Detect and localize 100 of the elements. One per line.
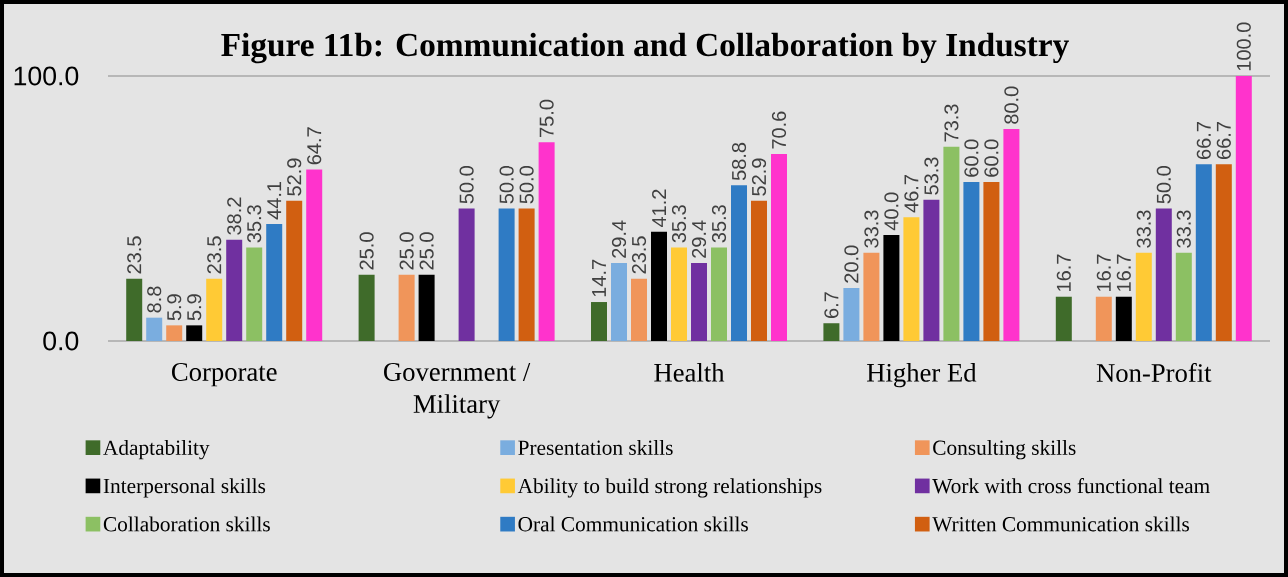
x-tick-label: Government / Military (384, 363, 531, 419)
data-label: 38.2 (227, 197, 242, 235)
data-label: 66.7 (1216, 122, 1231, 159)
data-label: 52.9 (287, 158, 302, 196)
data-label: 6.7 (824, 292, 839, 318)
bar (591, 302, 608, 341)
bar (923, 199, 940, 341)
bar (711, 247, 728, 341)
bar (1135, 252, 1152, 341)
bar (286, 200, 303, 341)
bar (963, 181, 980, 341)
bar (883, 234, 900, 341)
bar (358, 274, 375, 341)
chart-title: Figure 11b: Communication and Collaboration by Industry (221, 32, 1069, 64)
data-label: 66.7 (1196, 122, 1211, 159)
bar (518, 208, 535, 341)
bar (651, 231, 668, 341)
bar (1003, 128, 1020, 341)
bar (863, 252, 880, 341)
bar (1115, 296, 1132, 341)
data-label: 73.3 (944, 104, 959, 142)
bar (458, 208, 475, 341)
y-tick-label: 0.0 (43, 331, 79, 351)
bar (1095, 296, 1112, 341)
data-label: 35.3 (671, 205, 687, 243)
bar (226, 239, 243, 341)
data-label: 33.3 (1136, 210, 1151, 248)
data-label: 53.3 (924, 157, 939, 195)
bar (126, 278, 143, 341)
legend-label: Adaptability (103, 439, 210, 460)
bar (1055, 296, 1072, 341)
bar (538, 142, 555, 341)
data-label: 70.6 (771, 111, 787, 149)
bar (671, 247, 688, 341)
data-label: 100.0 (1236, 22, 1251, 71)
bar (146, 317, 163, 341)
data-label: 50.0 (519, 166, 534, 204)
bar (983, 181, 1000, 341)
legend-label: Oral Communication skills (518, 516, 748, 532)
bar (1175, 252, 1192, 341)
bar (398, 274, 415, 341)
legend-label: Consulting skills (933, 439, 1076, 460)
bar (1215, 164, 1232, 341)
bar (306, 169, 323, 341)
bar (751, 200, 767, 341)
bar (498, 208, 515, 341)
bar (1235, 75, 1252, 341)
x-tick-label: Non-Profit (1096, 363, 1212, 383)
bar (1155, 208, 1172, 341)
data-label: 50.0 (499, 166, 514, 204)
data-label: 16.7 (1056, 254, 1071, 291)
legend-label: Ability to build strong relationships (517, 478, 822, 498)
data-label: 25.0 (359, 232, 374, 270)
data-label: 50.0 (1156, 166, 1171, 204)
data-label: 5.9 (167, 294, 182, 321)
bar (418, 274, 435, 341)
bar (1195, 164, 1212, 341)
data-label: 23.5 (631, 236, 647, 274)
data-label: 29.4 (611, 220, 627, 258)
bar (166, 325, 183, 341)
legend-label: Work with cross functional team (932, 478, 1210, 494)
data-label: 46.7 (904, 175, 919, 213)
data-label: 80.0 (1004, 86, 1019, 124)
data-label: 60.0 (984, 139, 999, 177)
data-label: 16.7 (1116, 254, 1131, 291)
data-label: 64.7 (307, 127, 322, 165)
data-label: 14.7 (592, 259, 606, 297)
data-label: 35.3 (711, 205, 727, 243)
bar (206, 278, 223, 341)
data-label: 44.1 (267, 181, 282, 220)
data-label: 60.0 (964, 139, 979, 177)
bar (943, 146, 960, 341)
x-tick-label: Corporate (171, 363, 277, 387)
data-label: 58.8 (731, 142, 747, 181)
data-label: 33.3 (864, 210, 879, 248)
data-label: 23.5 (207, 236, 222, 274)
data-label: 40.0 (884, 192, 899, 231)
data-label: 33.3 (1176, 210, 1191, 248)
bar (823, 323, 840, 341)
data-label: 29.4 (691, 220, 707, 258)
legend-label: Written Communication skills (932, 516, 1189, 532)
bar (771, 153, 788, 341)
bar (611, 263, 627, 341)
bar (631, 278, 648, 341)
x-tick-label: Health (654, 363, 725, 382)
bar (186, 325, 203, 341)
data-label: 20.0 (844, 245, 859, 283)
bar (691, 263, 708, 341)
bar (731, 185, 748, 341)
data-label: 41.2 (652, 189, 666, 228)
bar (246, 247, 263, 341)
data-label: 16.7 (1096, 254, 1111, 291)
legend-label: Collaboration skills (103, 516, 270, 532)
bar (903, 217, 920, 341)
legend-label: Presentation skills (518, 439, 673, 455)
data-label: 52.9 (751, 158, 767, 196)
data-label: 23.5 (127, 236, 142, 274)
data-label: 75.0 (539, 99, 554, 137)
bar (266, 224, 283, 341)
data-label: 35.3 (247, 205, 262, 243)
